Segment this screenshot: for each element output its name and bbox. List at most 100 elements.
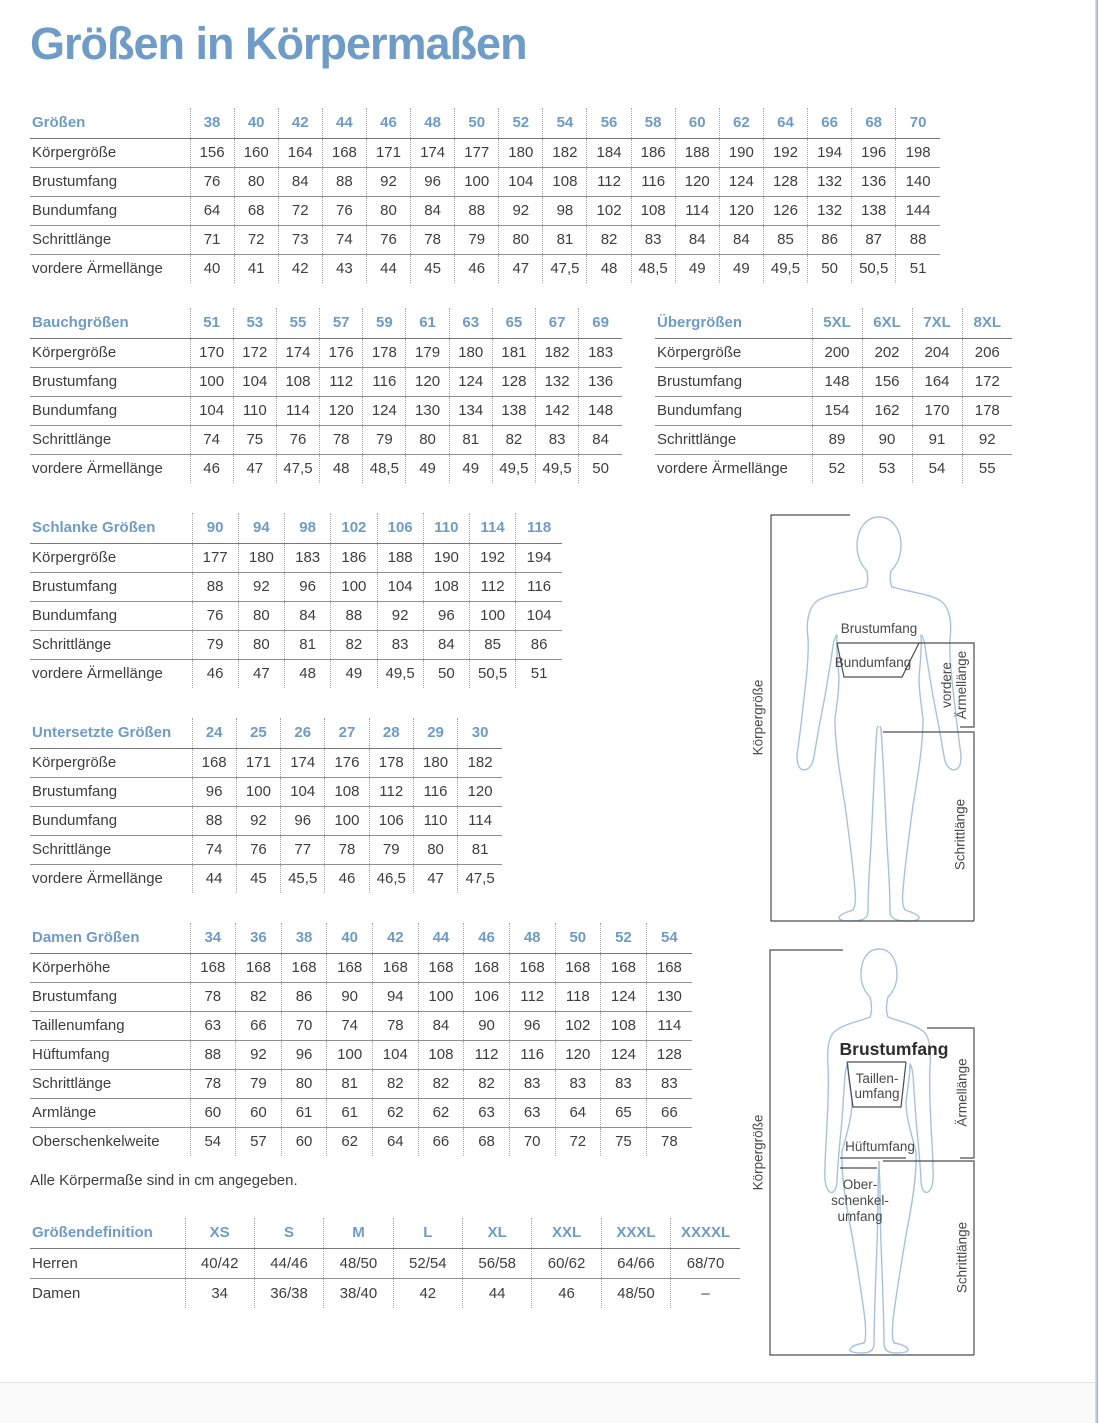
row-label: Herren bbox=[32, 1254, 78, 1272]
row-label: Körperhöhe bbox=[32, 959, 111, 976]
table-groessendefinition: Größendefinition XS S M L XL XXL XXXL XXXXL Herre… bbox=[30, 1218, 740, 1308]
value-cell: 176 bbox=[319, 338, 363, 367]
male-koerpergroesse-label: Körpergröße bbox=[750, 679, 766, 756]
value-cell: 120 bbox=[457, 777, 502, 806]
row-label: Körpergröße bbox=[32, 549, 117, 566]
value-cell: 72 bbox=[554, 1127, 601, 1156]
value-cell: 78 bbox=[410, 225, 455, 254]
size-column-header: 5XL bbox=[811, 308, 862, 338]
page-bottom-margin bbox=[0, 1382, 1099, 1423]
value-cell: 116 bbox=[515, 572, 562, 601]
row-label: Brustumfang bbox=[32, 173, 118, 190]
value-cell: 106 bbox=[368, 806, 414, 835]
value-cell: 80 bbox=[237, 630, 285, 659]
value-cell: 41 bbox=[233, 254, 279, 283]
label-line: schenkel- bbox=[831, 1193, 889, 1208]
value-cell: 144 bbox=[895, 196, 940, 225]
value-cell: 40 bbox=[189, 254, 235, 283]
table-row: Schrittlänge 78 79 80 81 82 82 82 83 83 83 83 bbox=[30, 1069, 692, 1098]
value-cell: 110 bbox=[232, 396, 277, 425]
value-cell: 72 bbox=[277, 196, 323, 225]
value-cell: 174 bbox=[280, 748, 325, 777]
size-column-header: 62 bbox=[718, 108, 764, 138]
value-cell: 55 bbox=[961, 454, 1012, 483]
table-row: Schrittlänge 79 80 81 82 83 84 85 86 bbox=[30, 630, 562, 659]
size-column-header: 69 bbox=[578, 308, 622, 338]
value-cell: 84 bbox=[283, 601, 331, 630]
value-cell: 48/50 bbox=[600, 1278, 671, 1308]
value-cell: 75 bbox=[600, 1127, 647, 1156]
size-column-header: 46 bbox=[365, 108, 411, 138]
table-row: Damen 34 36/38 38/40 42 44 46 48/50– bbox=[30, 1278, 740, 1308]
value-cell: 82 bbox=[330, 630, 377, 659]
table-row: Taillenumfang 63 66 70 74 78 84 90 96 102 108 114 bbox=[30, 1011, 692, 1040]
row-label: Körpergröße bbox=[32, 754, 117, 771]
value-cell: 49,5 bbox=[376, 659, 424, 688]
size-column-header: 30 bbox=[457, 718, 502, 748]
size-column-header: XXXL bbox=[600, 1218, 671, 1248]
row-label: vordere Ärmellänge bbox=[32, 460, 163, 478]
value-cell: 83 bbox=[600, 1069, 647, 1098]
value-cell: 120 bbox=[319, 396, 363, 425]
value-cell: 92 bbox=[498, 196, 543, 225]
value-cell: 116 bbox=[362, 367, 406, 396]
value-cell: 90 bbox=[861, 425, 912, 454]
value-cell: 168 bbox=[600, 953, 647, 982]
value-cell: 108 bbox=[417, 1040, 464, 1069]
value-cell: 126 bbox=[762, 196, 808, 225]
value-cell: 76 bbox=[321, 196, 367, 225]
value-cell: 86 bbox=[280, 982, 327, 1011]
size-column-header: 67 bbox=[534, 308, 579, 338]
size-column-header: 63 bbox=[448, 308, 493, 338]
value-cell: 168 bbox=[554, 953, 601, 982]
value-cell: 100 bbox=[326, 1040, 373, 1069]
table-row: vordere Ärmellänge 46 47 48 49 49,5 50 50,5 51 bbox=[30, 659, 562, 688]
value-cell: 78 bbox=[324, 835, 370, 864]
size-column-header: 28 bbox=[368, 718, 414, 748]
row-label: Schrittlänge bbox=[657, 431, 737, 448]
value-cell: – bbox=[670, 1278, 740, 1308]
value-cell: 138 bbox=[851, 196, 896, 225]
value-cell: 92 bbox=[235, 806, 281, 835]
value-cell: 85 bbox=[762, 225, 808, 254]
value-cell: 78 bbox=[319, 425, 363, 454]
value-cell: 60/62 bbox=[531, 1248, 602, 1278]
value-cell: 140 bbox=[895, 167, 940, 196]
table-row: Körpergröße 177 180 183 186 188 190 192 194 bbox=[30, 543, 562, 572]
table-schlanke-groessen: Schlanke Größen 90 94 98 102 106 110 114 118 Körp… bbox=[30, 513, 562, 688]
value-cell: 71 bbox=[189, 225, 235, 254]
value-cell: 64/66 bbox=[600, 1248, 671, 1278]
value-cell: 83 bbox=[630, 225, 676, 254]
value-cell: 178 bbox=[368, 748, 414, 777]
row-label: Bundumfang bbox=[32, 812, 118, 829]
value-cell: 182 bbox=[457, 748, 502, 777]
table-row: Brustumfang 100 104 108 112 116 120 124 128 132 13… bbox=[30, 367, 622, 396]
size-column-header: 40 bbox=[233, 108, 279, 138]
size-column-header: 102 bbox=[330, 513, 377, 543]
value-cell: 112 bbox=[463, 1040, 510, 1069]
value-cell: 51 bbox=[895, 254, 940, 283]
value-cell: 120 bbox=[674, 167, 720, 196]
value-cell: 168 bbox=[189, 953, 236, 982]
value-cell: 124 bbox=[448, 367, 493, 396]
size-column-header: 38 bbox=[189, 108, 235, 138]
value-cell: 90 bbox=[326, 982, 373, 1011]
size-column-header: 50 bbox=[454, 108, 499, 138]
value-cell: 54 bbox=[189, 1127, 236, 1156]
value-cell: 194 bbox=[515, 543, 562, 572]
value-cell: 202 bbox=[861, 338, 912, 367]
value-cell: 86 bbox=[807, 225, 852, 254]
value-cell: 78 bbox=[645, 1127, 692, 1156]
table-row: Hüftumfang 88 92 96 100 104 108 112 116 120 124 128 bbox=[30, 1040, 692, 1069]
size-column-header: 44 bbox=[321, 108, 367, 138]
value-cell: 81 bbox=[326, 1069, 373, 1098]
table-groessen: Größen 38 40 42 44 46 48 50 52 54 56 58 60 62 64 66 68 70… bbox=[30, 108, 940, 283]
value-cell: 52 bbox=[811, 454, 862, 483]
value-cell: 47 bbox=[498, 254, 543, 283]
value-cell: 42 bbox=[277, 254, 323, 283]
table-row: Brustumfang 76 80 84 88 92 96 100 104 108 112 116 12… bbox=[30, 167, 940, 196]
value-cell: 102 bbox=[586, 196, 632, 225]
value-cell: 46 bbox=[454, 254, 499, 283]
table-row: Körpergröße 156 160 164 168 171 174 177 180 182 18… bbox=[30, 138, 940, 167]
size-column-header: 90 bbox=[191, 513, 239, 543]
